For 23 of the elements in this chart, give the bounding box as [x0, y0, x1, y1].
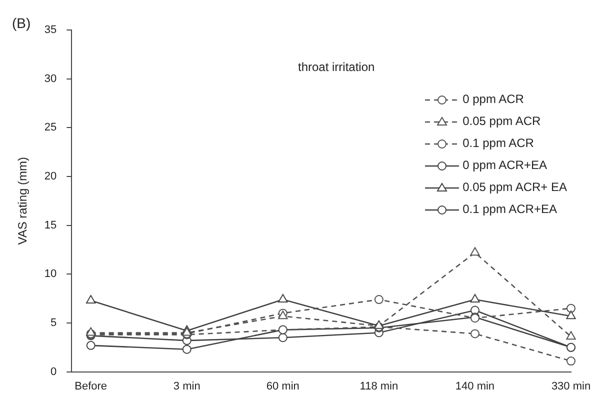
- legend-label: 0.05 ppm ACR+ EA: [462, 180, 567, 194]
- x-tick-label: 3 min: [173, 380, 200, 392]
- y-tick-label: 30: [44, 72, 57, 85]
- y-tick-label: 5: [50, 317, 57, 330]
- legend-label: 0.1 ppm ACR: [462, 136, 534, 150]
- y-axis-title: VAS rating (mm): [16, 157, 30, 245]
- y-tick-label: 25: [44, 122, 57, 134]
- y-tick-label: 35: [44, 24, 57, 36]
- y-tick-label: 0: [50, 366, 57, 378]
- x-tick-label: 330 min: [551, 380, 591, 392]
- x-tick-label: Before: [74, 380, 108, 392]
- x-tick-label: 60 min: [266, 380, 300, 392]
- y-tick-label: 15: [44, 219, 57, 232]
- x-tick-label: 140 min: [455, 380, 495, 392]
- y-tick-label: 10: [44, 268, 57, 280]
- text: (B): [12, 15, 31, 31]
- legend-label: 0.1 ppm ACR+EA: [462, 202, 557, 216]
- legend-label: 0 ppm ACR+EA: [462, 158, 547, 172]
- y-tick-label: 20: [44, 170, 57, 183]
- legend-label: 0.05 ppm ACR: [462, 114, 541, 128]
- x-tick-label: 118 min: [360, 380, 398, 392]
- text: throat irritation: [298, 60, 375, 74]
- legend-label: 0 ppm ACR: [462, 92, 524, 106]
